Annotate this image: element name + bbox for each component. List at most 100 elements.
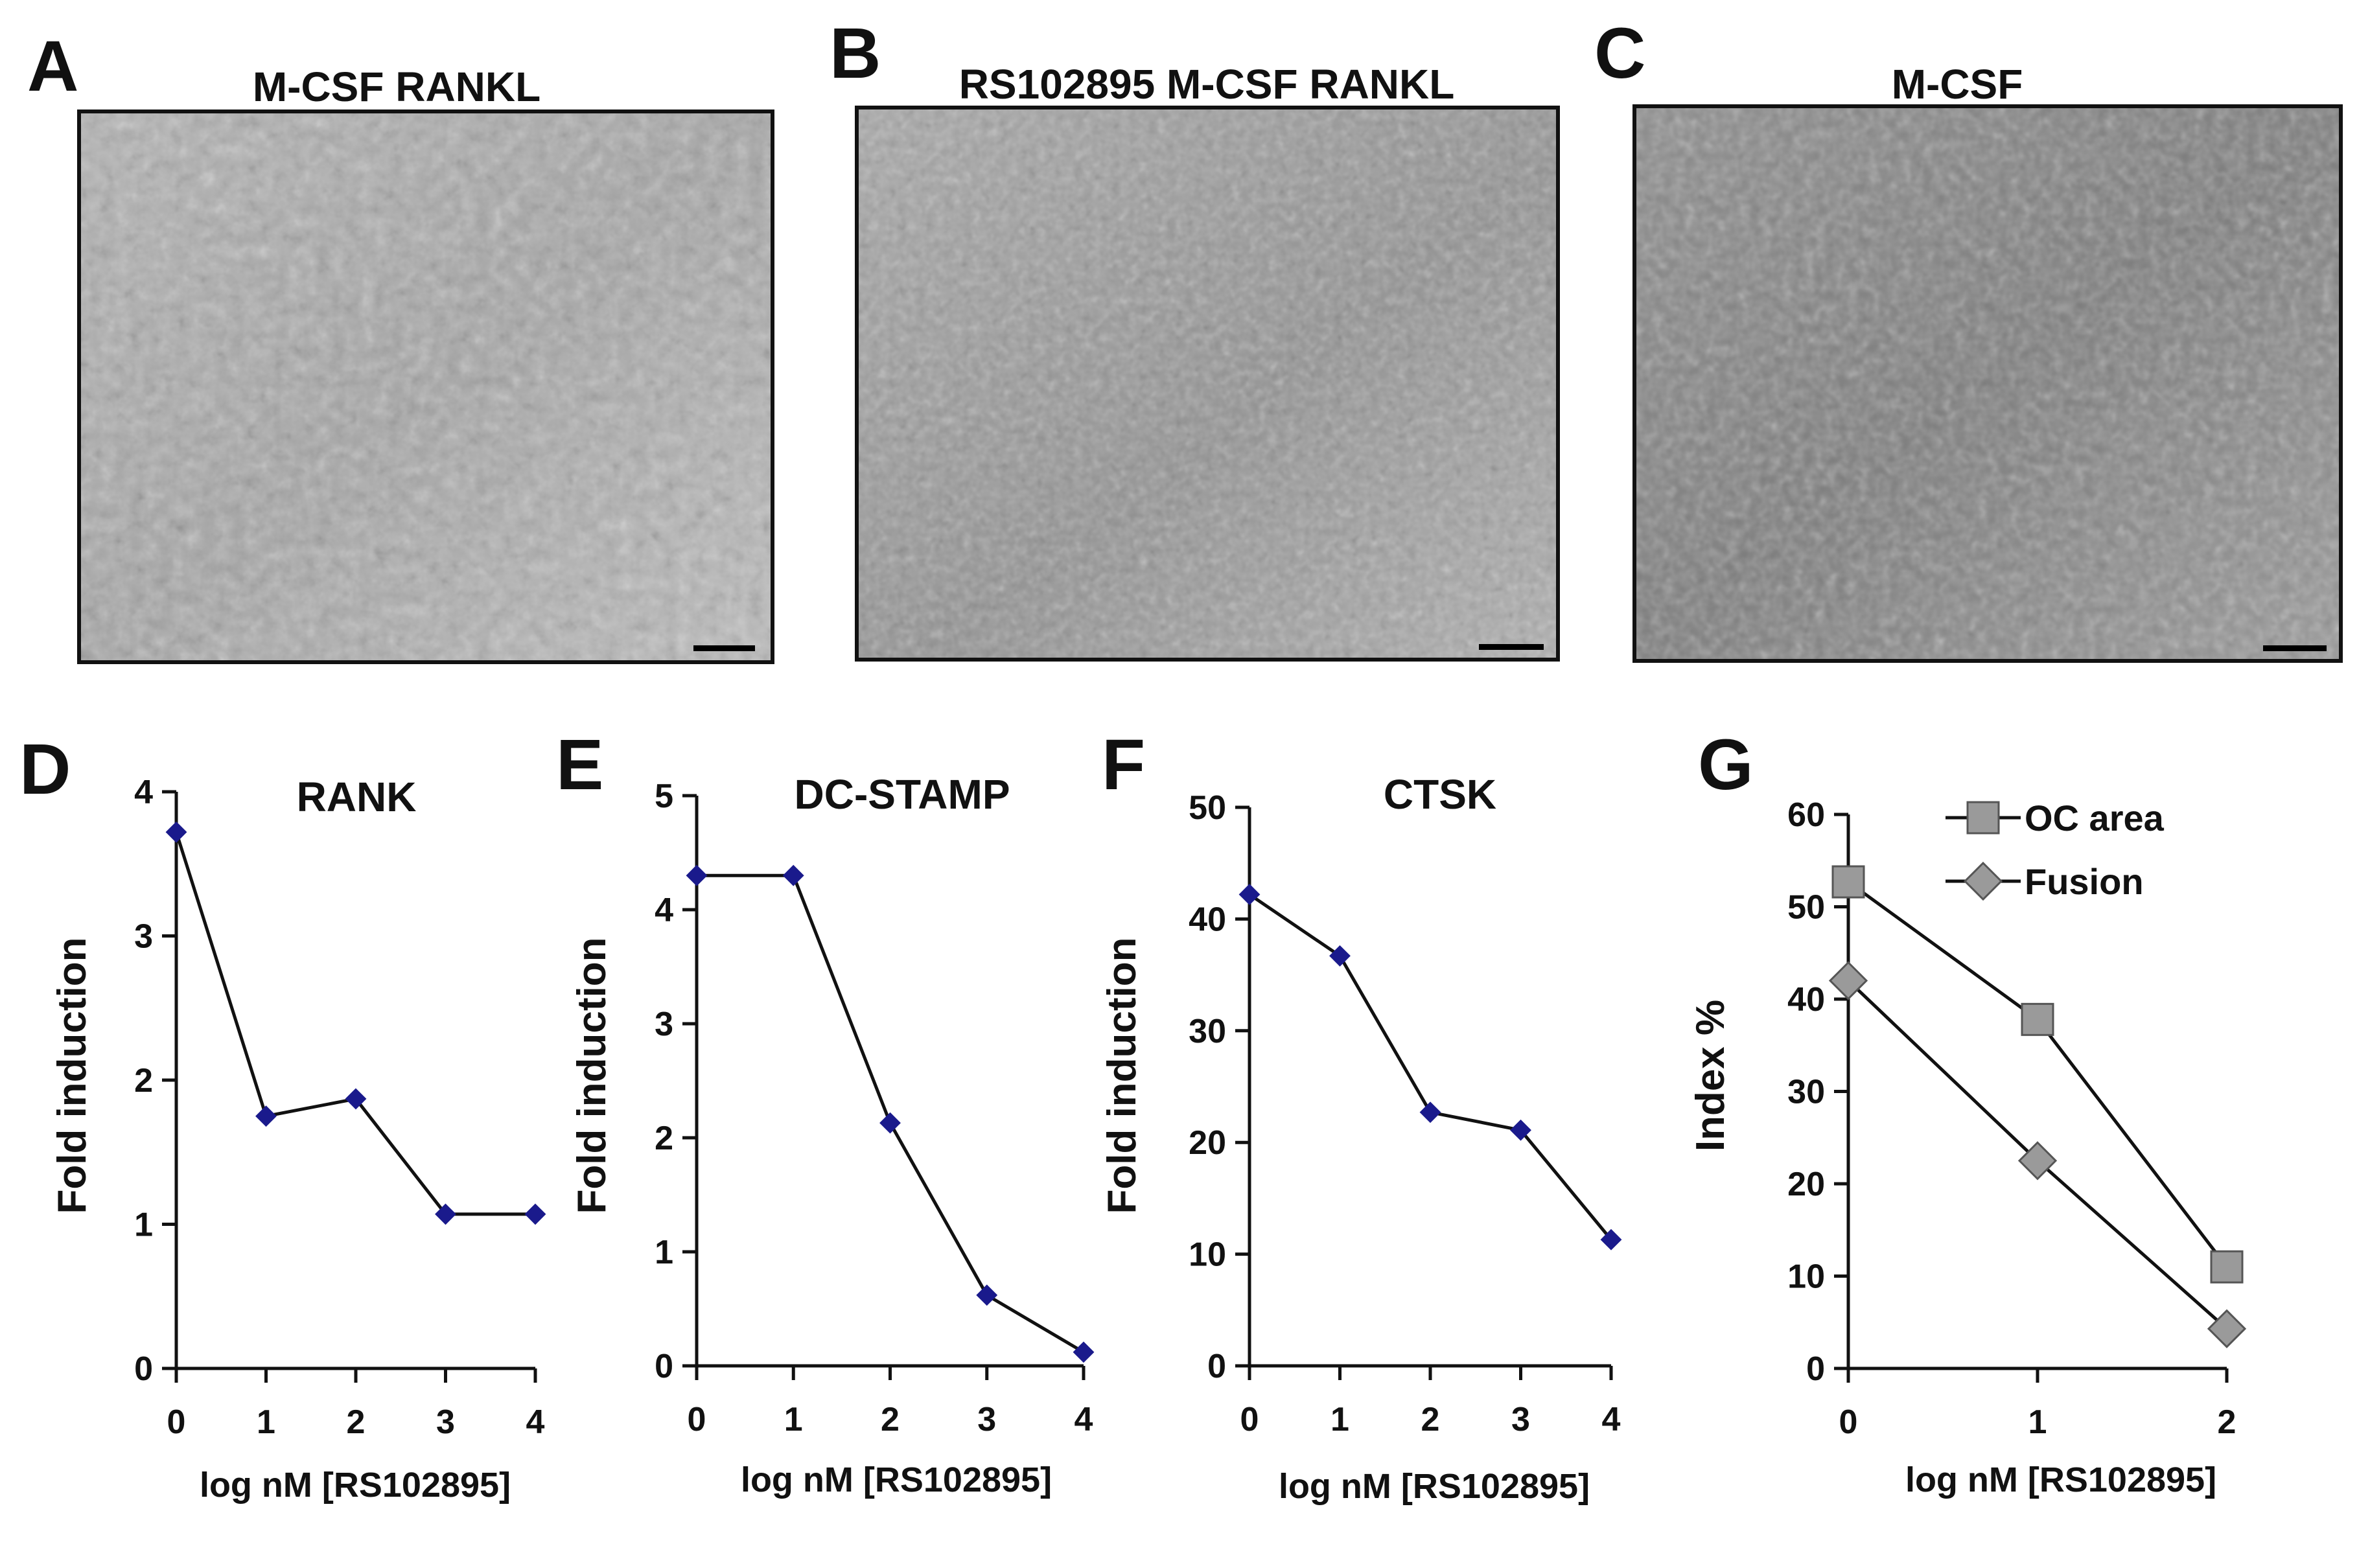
- data-point-d: [345, 1088, 367, 1110]
- x-tick-label-g: 0: [1839, 1403, 1858, 1441]
- micrograph-frame-a: [77, 110, 774, 664]
- data-point-d: [524, 1203, 546, 1225]
- panel-label-b: B: [830, 14, 881, 93]
- y-axis-label-f: Fold induction: [1100, 937, 1144, 1214]
- data-point-g: [1831, 865, 1865, 899]
- y-tick-label-g: 30: [1787, 1074, 1825, 1111]
- scale-bar-c: [2263, 645, 2327, 651]
- x-tick-label-d: 2: [347, 1403, 366, 1441]
- data-point-f: [1600, 1228, 1622, 1251]
- chart-title-e: DC-STAMP: [795, 771, 1010, 818]
- data-point-e: [976, 1284, 998, 1306]
- x-axis-label-e: log nM [RS102895]: [741, 1460, 1052, 1499]
- plot-f: 0 10 20 30 40 50 0 1 2 3 4: [1189, 789, 1622, 1438]
- y-tick-label-f: 10: [1189, 1236, 1226, 1274]
- y-tick-label-f: 40: [1189, 901, 1226, 938]
- x-tick-label-d: 3: [436, 1403, 455, 1441]
- y-tick-label-f: 30: [1189, 1013, 1226, 1050]
- micrograph-texture-a: [79, 111, 773, 662]
- micrograph-texture-c: [1634, 106, 2341, 661]
- data-point-f: [1419, 1101, 1441, 1124]
- y-axis-label-g: Index %: [1688, 1000, 1733, 1151]
- y-tick-label-g: 0: [1806, 1350, 1825, 1388]
- y-tick-label-e: 3: [655, 1006, 673, 1043]
- y-tick-label-g: 20: [1787, 1166, 1825, 1203]
- chart-title-d: RANK: [297, 774, 417, 820]
- panel-a: A M-CSF RANKL: [27, 27, 774, 664]
- series-line-d-0: [174, 831, 535, 1216]
- panel-label-f: F: [1102, 725, 1145, 805]
- scale-bar-b: [1479, 644, 1544, 650]
- data-point-g: [2021, 1002, 2054, 1036]
- legend-marker-fusion: [1963, 861, 2003, 901]
- x-tick-label-f: 1: [1330, 1401, 1349, 1438]
- data-point-f: [1329, 945, 1351, 967]
- y-tick-label-d: 4: [134, 774, 153, 811]
- panel-label-g: G: [1698, 725, 1754, 805]
- x-axis-label-g: log nM [RS102895]: [1905, 1460, 2216, 1499]
- x-tick-label-f: 3: [1511, 1401, 1530, 1438]
- legend-label-fusion: Fusion: [2025, 861, 2144, 902]
- x-tick-label-d: 0: [167, 1403, 186, 1441]
- y-tick-label-f: 50: [1189, 789, 1226, 827]
- y-tick-label-e: 0: [655, 1348, 673, 1385]
- y-tick-label-g: 50: [1787, 889, 1825, 927]
- data-point-d: [255, 1105, 277, 1127]
- plot-g: 0 10 20 30 40 50 60 0 1 2: [1787, 796, 2247, 1441]
- panel-title-c: M-CSF: [1892, 61, 2023, 108]
- y-tick-label-f: 20: [1189, 1124, 1226, 1162]
- data-point-e: [1073, 1341, 1095, 1363]
- legend-label-oc-area: OC area: [2025, 798, 2165, 838]
- y-tick-label-d: 3: [134, 918, 153, 956]
- y-tick-label-e: 5: [655, 778, 673, 815]
- x-tick-label-e: 1: [784, 1401, 803, 1438]
- panel-title-b: RS102895 M-CSF RANKL: [959, 61, 1455, 108]
- chart-title-f: CTSK: [1384, 771, 1496, 818]
- x-tick-label-g: 1: [2028, 1403, 2047, 1441]
- data-point-e: [879, 1112, 901, 1134]
- data-point-f: [1238, 884, 1261, 905]
- data-point-g: [2207, 1309, 2247, 1348]
- scale-bar-a: [693, 645, 755, 651]
- y-tick-label-d: 0: [134, 1350, 153, 1388]
- y-tick-label-e: 1: [655, 1234, 673, 1271]
- y-axis-label-e: Fold induction: [570, 937, 614, 1214]
- x-tick-label-d: 1: [257, 1403, 275, 1441]
- legend-g: OC area Fusion: [1946, 798, 2165, 902]
- x-axis-label-f: log nM [RS102895]: [1279, 1467, 1590, 1506]
- x-tick-label-e: 3: [977, 1401, 996, 1438]
- data-point-e: [782, 864, 804, 886]
- data-point-d: [165, 821, 187, 843]
- x-tick-label-e: 4: [1075, 1401, 1093, 1438]
- data-point-g: [2017, 1141, 2058, 1181]
- x-tick-label-d: 4: [526, 1403, 545, 1441]
- y-tick-label-f: 0: [1207, 1348, 1226, 1385]
- x-tick-label-f: 0: [1240, 1401, 1259, 1438]
- data-point-e: [686, 864, 708, 886]
- y-tick-label-e: 2: [655, 1120, 673, 1157]
- legend-marker-oc-area: [1966, 801, 2000, 835]
- x-tick-label-g: 2: [2218, 1403, 2236, 1441]
- micrograph-frame-b: [855, 106, 1560, 662]
- y-tick-label-d: 2: [134, 1062, 153, 1100]
- y-tick-label-g: 60: [1787, 796, 1825, 834]
- micrograph-texture-b: [857, 108, 1558, 660]
- plot-d: 0 1 2 3 4 0 1 2 3 4: [134, 774, 546, 1441]
- micrograph-frame-c: [1632, 104, 2343, 663]
- x-axis-label-d: log nM [RS102895]: [200, 1466, 511, 1505]
- x-tick-label-f: 4: [1602, 1401, 1621, 1438]
- y-tick-label-e: 4: [655, 892, 673, 929]
- data-point-f: [1510, 1119, 1531, 1141]
- panel-label-e: E: [556, 725, 603, 805]
- x-tick-label-e: 0: [688, 1401, 706, 1438]
- series-line-f-0: [1248, 893, 1612, 1241]
- x-tick-label-f: 2: [1421, 1401, 1440, 1438]
- series-line-g-0: [1847, 881, 2228, 1268]
- panel-label-c: C: [1594, 14, 1645, 93]
- data-point-g: [1828, 961, 1868, 1000]
- data-point-d: [435, 1203, 456, 1225]
- x-tick-label-e: 2: [881, 1401, 900, 1438]
- y-tick-label-d: 1: [134, 1206, 153, 1244]
- y-tick-label-g: 10: [1787, 1258, 1825, 1296]
